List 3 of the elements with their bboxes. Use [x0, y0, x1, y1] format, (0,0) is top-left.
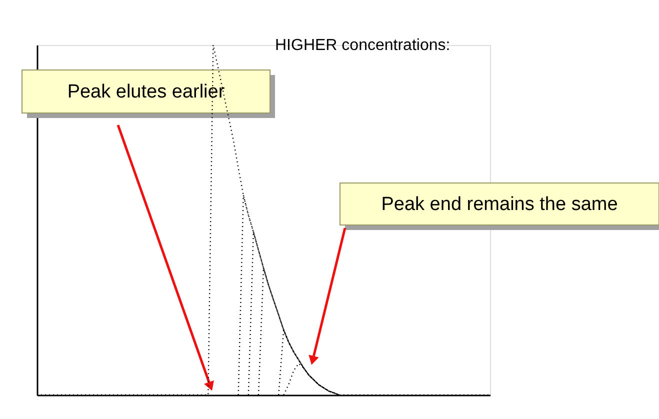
chart-title: HIGHER concentrations: [275, 37, 450, 54]
annotation: Peak end remains the same [381, 194, 618, 215]
annotation: Peak elutes earlier [67, 82, 226, 102]
